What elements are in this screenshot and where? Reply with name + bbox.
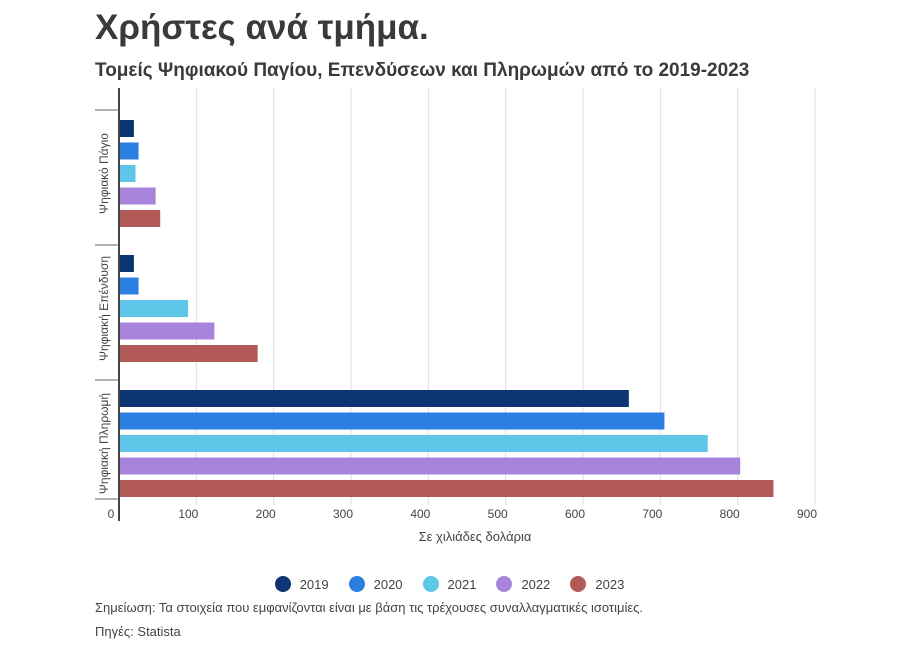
x-tick-label: 0 [108,507,115,521]
x-axis-title: Σε χιλιάδες δολάρια [419,529,532,544]
bar [120,120,134,137]
legend-swatch [496,576,513,592]
bar [120,277,139,295]
legend-item[interactable]: 2021 [422,576,477,592]
category-label: Ψηφιακό Πάγιο [97,133,111,214]
bar [120,187,156,205]
chart-title: Χρήστες ανά τμήμα. [95,8,429,47]
x-tick-label: 500 [488,507,508,521]
bar [120,142,139,160]
x-tick-label: 300 [333,507,353,521]
bar [120,390,629,407]
x-tick-label: 600 [565,507,585,521]
legend-swatch [274,576,291,592]
x-tick-label: 900 [797,507,817,521]
bar [120,457,741,475]
legend-label: 2020 [373,576,403,592]
legend-label: 2019 [299,576,329,592]
legend-label: 2023 [595,576,625,592]
x-tick-label: 700 [642,507,662,521]
legend-item[interactable]: 2019 [274,576,329,592]
legend-item[interactable]: 2022 [496,576,550,592]
bar-chart: 0 100 200 300 400 500 600 700 800 900 Ψηφιακό Πάγι… [95,88,817,544]
legend-swatch [422,576,439,592]
x-tick-label: 100 [178,507,198,521]
legend-label: 2022 [521,576,551,592]
x-tick-label: 800 [720,507,740,521]
bar [120,322,215,340]
x-tick-label: 400 [410,507,430,521]
category-label: Ψηφιακή Πληρωμή [97,393,111,494]
footnote: Σημείωση: Τα στοιχεία που εμφανίζονται ε… [95,600,644,615]
bar [120,300,189,317]
legend-label: 2021 [447,576,477,592]
bar [120,435,708,452]
category-label: Ψηφιακή Επένδυση [97,256,111,361]
chart-legend: 2019 2020 2021 2022 2023 [0,576,899,592]
legend-swatch [570,576,587,592]
x-tick-label: 200 [256,507,276,521]
source-note: Πηγές: Statista [95,624,181,639]
legend-swatch [348,576,365,592]
bar [120,255,134,272]
bar [120,412,665,430]
legend-item[interactable]: 2023 [570,576,624,592]
bar [120,480,774,497]
chart-subtitle: Τομείς Ψηφιακού Παγίου, Επενδύσεων και Π… [95,60,750,81]
bar [120,165,136,182]
bar [120,345,258,362]
legend-item[interactable]: 2020 [348,576,403,592]
bar [120,210,161,227]
